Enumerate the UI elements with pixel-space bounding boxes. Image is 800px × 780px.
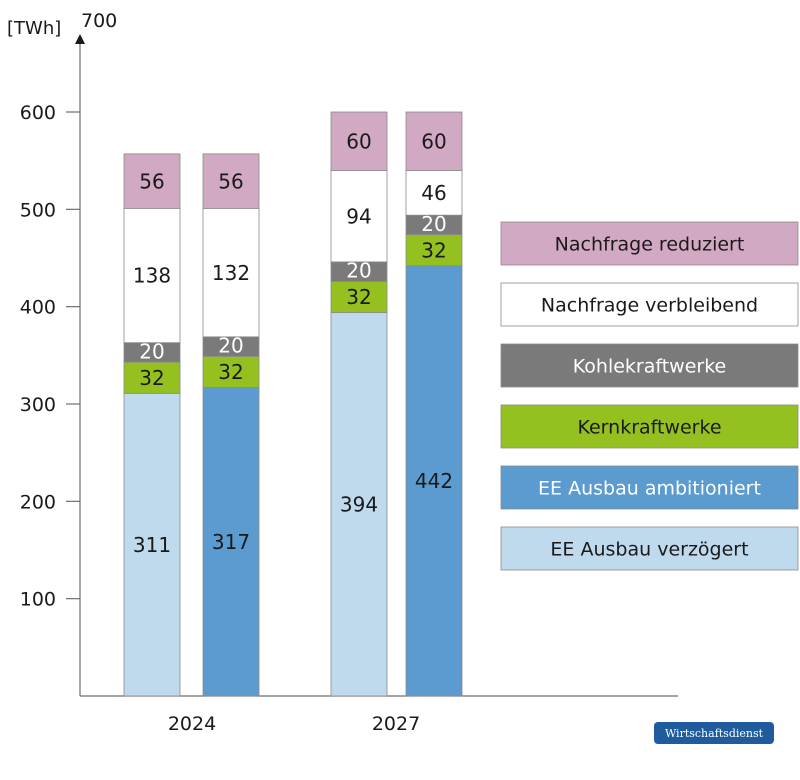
- legend: Nachfrage reduziert Nachfrage verbleibend…: [500, 221, 799, 571]
- legend-label: EE Ausbau ambitioniert: [538, 478, 761, 500]
- bar-value-label: 138: [133, 264, 171, 288]
- bar-value-label: 56: [218, 169, 243, 193]
- legend-swatch: [500, 221, 799, 266]
- legend-entry: Nachfrage reduziert: [500, 221, 799, 266]
- bar-segment: [405, 265, 463, 697]
- bar-segment: [202, 207, 260, 338]
- bar-value-label: 60: [346, 129, 371, 153]
- bar-value-label: 94: [346, 204, 371, 228]
- y-tick-label: 500: [20, 199, 56, 221]
- legend-swatch: [500, 282, 799, 327]
- x-category-label: 2027: [372, 713, 420, 735]
- bar-value-label: 317: [212, 530, 250, 554]
- legend-swatch: [500, 343, 799, 388]
- y-axis-unit: [TWh]: [7, 18, 61, 39]
- bar-value-label: 46: [421, 181, 446, 205]
- source-logo-badge: [654, 722, 774, 744]
- bar-value-label: 32: [421, 238, 446, 262]
- legend-entry: EE Ausbau ambitioniert: [500, 465, 799, 510]
- y-tick-label: 400: [20, 297, 56, 319]
- bars: 3113220138563173220132563943220946044232…: [123, 111, 463, 735]
- bar-segment: [405, 169, 463, 216]
- legend-entry: Kernkraftwerke: [500, 404, 799, 449]
- bar-value-label: 132: [212, 261, 250, 285]
- source-logo: Wirtschaftsdienst: [654, 722, 774, 744]
- y-tick-label: 100: [20, 589, 56, 611]
- bar-value-label: 32: [346, 285, 371, 309]
- source-logo-text: Wirtschaftsdienst: [665, 727, 764, 740]
- legend-entry: Nachfrage verbleibend: [500, 282, 799, 327]
- y-tick-label: 600: [20, 102, 56, 124]
- legend-swatch: [500, 404, 799, 449]
- bar-segment: [405, 234, 463, 267]
- bar-value-label: 394: [340, 492, 378, 516]
- x-category-label: 2024: [168, 713, 216, 735]
- bar-segment: [123, 153, 181, 209]
- legend-label: Nachfrage reduziert: [555, 234, 745, 256]
- legend-label: Kernkraftwerke: [577, 417, 721, 439]
- legend-swatch: [500, 526, 799, 571]
- bar-segment: [202, 387, 260, 697]
- legend-swatch: [500, 465, 799, 510]
- bar-value-label: 442: [415, 469, 453, 493]
- legend-entry: EE Ausbau verzögert: [500, 526, 799, 571]
- y-tick-label: 700: [81, 10, 117, 32]
- bar-value-label: 32: [139, 366, 164, 390]
- legend-label: Kohlekraftwerke: [573, 356, 726, 378]
- bar-value-label: 20: [218, 334, 243, 358]
- y-tick-label: 200: [20, 491, 56, 513]
- bar-value-label: 56: [139, 169, 164, 193]
- bar-segment: [202, 153, 260, 209]
- bar-segment: [202, 355, 260, 388]
- legend-entry: Kohlekraftwerke: [500, 343, 799, 388]
- axes: 100 200 300 400 500 600 700 [TWh]: [7, 10, 678, 697]
- bar-value-label: 20: [139, 340, 164, 364]
- bar-value-label: 20: [346, 259, 371, 283]
- bar-segment: [405, 111, 463, 171]
- bar-segment: [330, 111, 388, 171]
- legend-label: EE Ausbau verzögert: [550, 539, 748, 561]
- bar-value-label: 60: [421, 129, 446, 153]
- legend-label: Nachfrage verbleibend: [541, 295, 758, 317]
- bar-value-label: 311: [133, 533, 171, 557]
- y-axis-arrow-icon: [75, 34, 85, 44]
- bar-value-label: 20: [421, 212, 446, 236]
- bar-segment: [330, 169, 388, 263]
- bar-value-label: 32: [218, 360, 243, 384]
- bar-segment: [330, 312, 388, 697]
- y-tick-label: 300: [20, 394, 56, 416]
